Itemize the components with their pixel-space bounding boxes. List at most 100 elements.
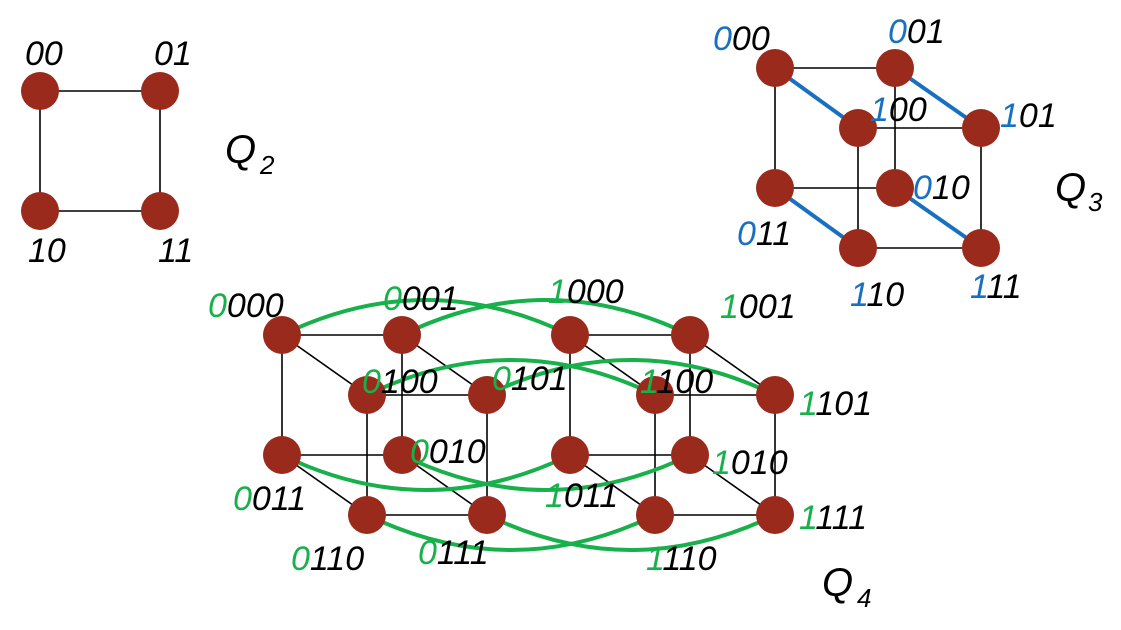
q4-vertex-label: 0011: [233, 480, 306, 518]
q4-highlight-edge: [281, 298, 571, 337]
q4-vertex-1110: [636, 496, 674, 534]
q3-vertex-011: [876, 169, 914, 207]
q3-vertex-label: 110: [850, 276, 904, 314]
q3-vertex-label: 010: [913, 169, 970, 207]
q2-vertex-11: [141, 192, 179, 230]
q4-highlight-edge: [401, 298, 691, 337]
label-remaining-bits: 111: [437, 534, 489, 572]
label-remaining-bits: 011: [564, 477, 618, 515]
q3-vertex-101: [962, 109, 1000, 147]
q2-title-letter: Q: [225, 128, 256, 172]
label-remaining-bits: 100: [381, 363, 438, 401]
q4-highlight-edge: [366, 358, 656, 397]
q4-vertex-label: 0000: [208, 287, 284, 325]
edges-layer: [39, 66, 983, 552]
label-remaining-bits: 00: [732, 20, 770, 58]
q3-vertex-010: [756, 169, 794, 207]
label-remaining-bits: 00: [889, 91, 927, 129]
q4-vertex-label: 0100: [362, 363, 438, 401]
q4-vertex-1011: [671, 436, 709, 474]
q4-vertex-0101: [468, 376, 506, 414]
label-remaining-bits: 010: [429, 433, 486, 471]
q3-vertex-label: 000: [713, 20, 770, 58]
label-remaining-bits: 001: [739, 288, 796, 326]
label-remaining-bits: 10: [932, 169, 970, 207]
label-remaining-bits: 100: [656, 363, 713, 401]
nodes-layer: [21, 49, 1000, 534]
q4-vertex-label: 1101: [799, 385, 872, 423]
q4-vertex-label: 1001: [720, 288, 796, 326]
label-remaining-bits: 101: [815, 385, 872, 423]
q3-vertex-001: [876, 49, 914, 87]
q4-vertex-0100: [348, 376, 386, 414]
label-remaining-bits: 11: [158, 232, 193, 270]
label-remaining-bits: 01: [1019, 97, 1057, 135]
q3-title: Q 3: [1055, 166, 1103, 217]
label-remaining-bits: 01: [154, 35, 192, 73]
q4-vertex-label: 1110: [646, 540, 717, 578]
label-prefix-bit: 1: [640, 363, 657, 401]
q3-vertex-100: [839, 109, 877, 147]
label-prefix-bit: 1: [970, 268, 987, 306]
q4-vertex-label: 1100: [640, 363, 713, 401]
label-prefix-bit: 1: [548, 273, 567, 311]
label-remaining-bits: 00: [25, 35, 63, 73]
label-prefix-bit: 1: [1000, 97, 1019, 135]
q4-vertex-1100: [636, 376, 674, 414]
q4-title: Q 4: [822, 561, 871, 613]
label-prefix-bit: 0: [492, 360, 511, 398]
q4-vertex-0001: [383, 316, 421, 354]
label-remaining-bits: 11: [986, 268, 1021, 306]
q4-vertex-1101: [756, 376, 794, 414]
q4-highlight-edge: [281, 453, 571, 492]
q3-vertex-label: 011: [737, 215, 791, 253]
q2-vertex-10: [21, 192, 59, 230]
label-prefix-bit: 0: [888, 13, 907, 51]
label-remaining-bits: 000: [227, 287, 284, 325]
q4-vertex-label: 0001: [383, 280, 459, 318]
label-prefix-bit: 0: [410, 433, 429, 471]
label-prefix-bit: 1: [850, 276, 867, 314]
label-prefix-bit: 0: [713, 20, 732, 58]
label-prefix-bit: 0: [362, 363, 381, 401]
label-remaining-bits: 000: [567, 273, 624, 311]
q3-vertex-000: [756, 49, 794, 87]
label-prefix-bit: 1: [646, 540, 663, 578]
q2-vertex-label: 00: [25, 35, 63, 73]
q2-title-subscript: 2: [259, 150, 275, 180]
label-remaining-bits: 111: [815, 499, 867, 537]
q3-vertex-label: 001: [888, 13, 945, 51]
q4-vertex-label: 0110: [291, 540, 364, 578]
q2-title: Q 2: [225, 128, 275, 180]
q4-vertex-1001: [671, 316, 709, 354]
q4-vertex-label: 0101: [492, 360, 568, 398]
q4-vertex-label: 0010: [410, 433, 486, 471]
q4-vertex-label: 1010: [712, 444, 788, 482]
label-remaining-bits: 101: [511, 360, 568, 398]
q4-title-subscript: 4: [857, 583, 871, 613]
q3-vertex-label: 100: [870, 91, 927, 129]
q4-highlight-edge: [486, 513, 776, 552]
q3-vertex-label: 101: [1000, 97, 1057, 135]
q4-vertex-1111: [756, 496, 794, 534]
label-prefix-bit: 0: [418, 534, 437, 572]
label-remaining-bits: 110: [310, 540, 364, 578]
label-prefix-bit: 1: [545, 477, 564, 515]
label-prefix-bit: 1: [712, 444, 731, 482]
q4-highlight-edge: [486, 358, 776, 397]
q2-vertex-label: 10: [28, 232, 66, 270]
q4-vertex-0011: [383, 436, 421, 474]
label-prefix-bit: 1: [799, 499, 816, 537]
q4-vertex-label: 1111: [799, 499, 867, 537]
q4-title-letter: Q: [822, 561, 853, 605]
label-remaining-bits: 001: [402, 280, 459, 318]
q2-vertex-label: 11: [158, 232, 193, 270]
label-remaining-bits: 11: [756, 215, 791, 253]
label-prefix-bit: 1: [799, 385, 816, 423]
q3-vertex-110: [839, 229, 877, 267]
q2-vertex-label: 01: [154, 35, 192, 73]
q4-vertex-0010: [263, 436, 301, 474]
q3-vertex-label: 111: [970, 268, 1022, 306]
label-prefix-bit: 0: [208, 287, 227, 325]
label-remaining-bits: 010: [731, 444, 788, 482]
